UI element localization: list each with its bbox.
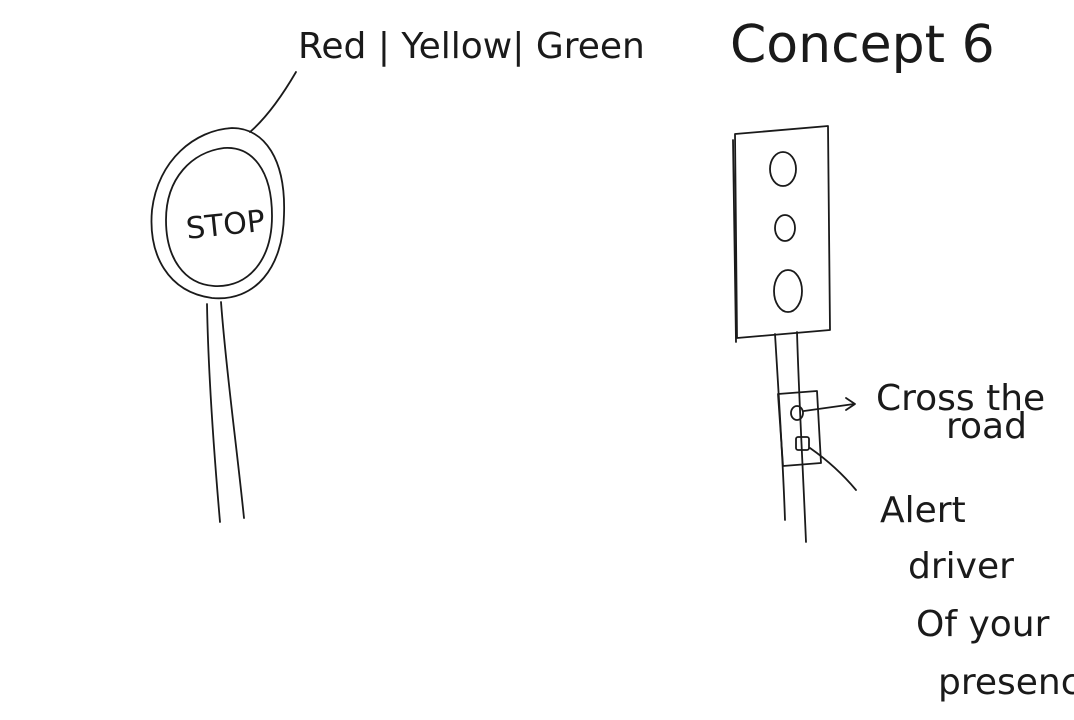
alert-leader-line	[809, 447, 857, 491]
alert-label-line-4: presence	[938, 662, 1074, 703]
alert-label-line-3: Of your	[916, 604, 1050, 645]
stop-sign-pole-right	[220, 301, 245, 519]
stop-sign-callout-line	[249, 71, 297, 133]
alert-label-line-2: driver	[908, 546, 1014, 587]
traffic-light-lamp-bottom	[773, 269, 803, 313]
stop-sign-inner-rim	[165, 147, 273, 287]
alert-label-line-1: Alert	[880, 490, 966, 531]
cross-button	[790, 405, 804, 421]
concept-title: Concept 6	[730, 15, 995, 75]
stop-sign-pole-left	[206, 303, 221, 523]
stop-sign-callout: Red | Yellow| Green	[298, 26, 645, 67]
traffic-light-pole-right	[796, 331, 807, 543]
crossing-button-box	[777, 390, 822, 467]
stop-sign: STOP Red | Yellow| Green	[150, 26, 645, 523]
traffic-light-lamp-middle	[774, 214, 796, 242]
traffic-light-housing	[734, 125, 831, 339]
stop-sign-outer-rim	[150, 127, 285, 300]
stop-sign-face-text: STOP	[184, 204, 266, 247]
traffic-light: Cross the road Alert driver Of your pres…	[732, 125, 1074, 703]
cross-label-line-2: road	[946, 406, 1027, 447]
alert-button	[795, 436, 810, 451]
cross-leader-line	[803, 403, 855, 412]
traffic-light-lamp-top	[769, 151, 797, 187]
cross-label-line-1: Cross the	[876, 378, 1045, 419]
